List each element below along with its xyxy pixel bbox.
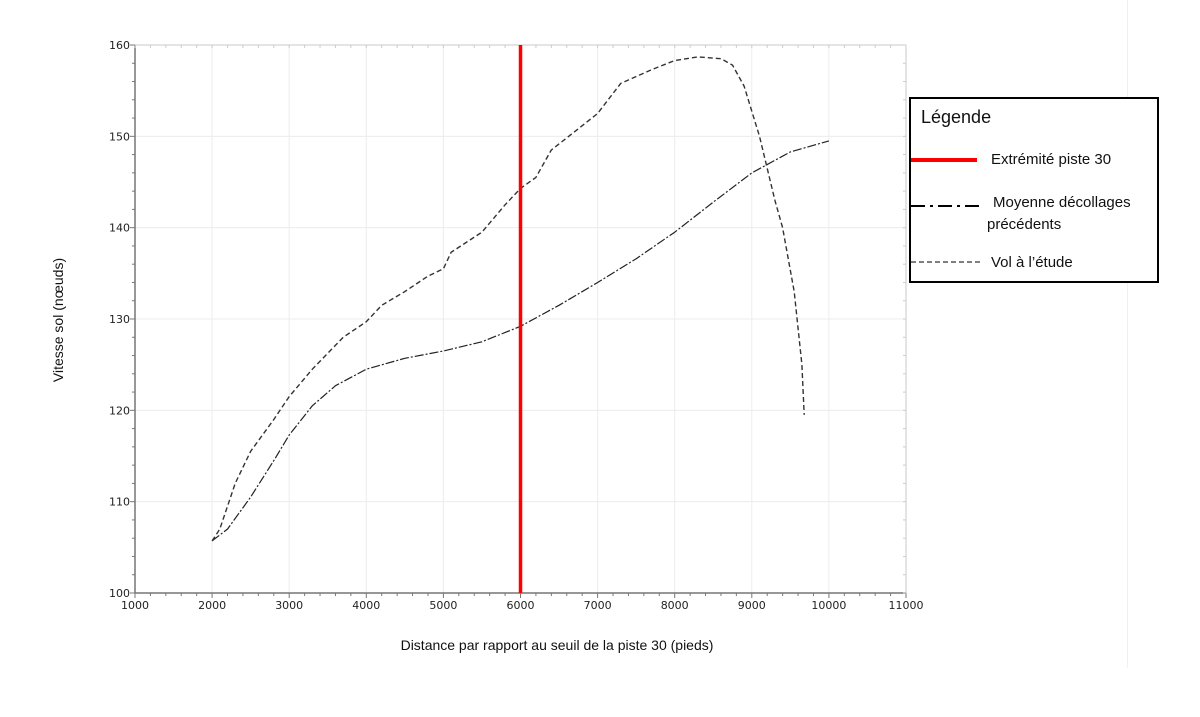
legend-label-average-line2: précédents — [987, 216, 1062, 233]
x-tick-label: 2000 — [198, 599, 226, 612]
y-axis-title: Vitesse sol (nœuds) — [50, 258, 66, 382]
tick-labels: 1000 2000 3000 4000 5000 6000 7000 8000 9000 1000… — [109, 39, 924, 612]
series-group — [211, 45, 830, 593]
legend-title: Légende — [921, 107, 992, 127]
axes — [130, 44, 907, 598]
y-tick-label: 120 — [109, 404, 130, 417]
x-tick-label: 11000 — [889, 599, 924, 612]
x-tick-label: 7000 — [584, 599, 612, 612]
legend-swatch-average — [911, 205, 983, 207]
divider — [1127, 0, 1128, 668]
legend-label-average: Moyenne décollages — [993, 194, 1131, 211]
y-tick-label: 130 — [109, 313, 130, 326]
series-line-study-flight — [211, 56, 805, 542]
x-tick-label: 6000 — [507, 599, 535, 612]
x-tick-label: 4000 — [352, 599, 380, 612]
x-tick-label: 5000 — [429, 599, 457, 612]
x-tick-label: 9000 — [738, 599, 766, 612]
y-tick-label: 140 — [109, 222, 130, 235]
legend: Légende Extrémité piste 30 Moyenne décol… — [909, 97, 1159, 283]
x-axis-title: Distance par rapport au seuil de la pist… — [401, 637, 714, 653]
y-tick-label: 110 — [109, 496, 130, 509]
y-tick-label: 150 — [109, 130, 130, 143]
y-tick-label: 100 — [109, 587, 130, 600]
x-tick-label: 10000 — [811, 599, 846, 612]
x-tick-label: 3000 — [275, 599, 303, 612]
legend-swatch-runway-end — [911, 158, 977, 162]
legend-label-study-flight: Vol à l’étude — [991, 254, 1073, 271]
legend-swatch-study-flight — [911, 261, 983, 263]
series-line-average — [211, 140, 830, 542]
x-tick-label: 8000 — [661, 599, 689, 612]
x-tick-label: 1000 — [121, 599, 149, 612]
legend-label-runway-end: Extrémité piste 30 — [991, 151, 1112, 168]
y-tick-label: 160 — [109, 39, 130, 52]
